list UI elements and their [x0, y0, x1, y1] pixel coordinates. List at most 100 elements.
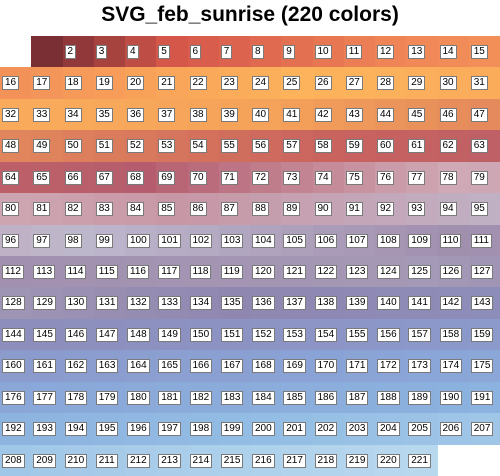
swatch-index-label: 53	[158, 139, 176, 154]
swatch-index-label: 217	[283, 453, 306, 468]
swatch-index-label: 166	[189, 359, 213, 374]
color-swatch: 193	[31, 413, 63, 446]
color-swatch: 102	[187, 224, 220, 257]
color-swatch: 122	[312, 256, 345, 288]
color-swatch: 58	[312, 130, 345, 163]
color-swatch: 152	[250, 318, 282, 351]
swatch-index-label: 85	[158, 202, 176, 217]
color-swatch: 51	[93, 130, 126, 163]
swatch-index-label: 34	[64, 107, 82, 122]
swatch-index-label: 145	[33, 327, 56, 342]
color-swatch: 4	[125, 36, 157, 68]
swatch-index-label: 88	[252, 202, 270, 217]
swatch-index-label: 19	[95, 76, 113, 91]
swatch-index-label: 153	[283, 327, 306, 342]
color-swatch: 103	[218, 224, 251, 257]
swatch-index-label: 10	[314, 44, 332, 59]
color-swatch: 34	[62, 98, 95, 131]
color-swatch: 164	[125, 350, 157, 383]
color-swatch: 86	[187, 193, 220, 226]
swatch-index-label: 181	[158, 390, 181, 405]
swatch-index-label: 213	[158, 453, 181, 468]
color-swatch: 107	[343, 224, 376, 257]
swatch-index-label: 102	[189, 233, 213, 248]
color-swatch: 101	[156, 224, 188, 257]
color-swatch: 46	[437, 98, 470, 131]
swatch-index-label: 218	[314, 453, 338, 468]
swatch-index-label: 197	[158, 422, 181, 437]
color-swatch: 141	[406, 287, 438, 320]
swatch-index-label: 119	[220, 264, 243, 279]
swatch-index-label: 95	[470, 202, 488, 217]
swatch-index-label: 86	[189, 202, 207, 217]
color-swatch: 62	[437, 130, 470, 163]
color-swatch: 192	[0, 413, 32, 446]
color-swatch: 11	[343, 36, 376, 68]
swatch-index-label: 122	[314, 264, 338, 279]
swatch-index-label: 77	[408, 170, 426, 185]
color-swatch: 99	[93, 224, 126, 257]
swatch-index-label: 52	[127, 139, 145, 154]
swatch-index-label: 201	[283, 422, 306, 437]
color-swatch: 42	[312, 98, 345, 131]
swatch-index-label: 68	[127, 170, 145, 185]
color-swatch: 148	[125, 318, 157, 351]
swatch-index-label: 67	[95, 170, 113, 185]
swatch-index-label: 165	[158, 359, 181, 374]
swatch-index-label: 66	[64, 170, 82, 185]
swatch-index-label: 50	[64, 139, 82, 154]
color-swatch: 199	[218, 413, 251, 446]
swatch-index-label: 36	[127, 107, 145, 122]
swatch-index-label: 72	[252, 170, 270, 185]
swatch-index-label: 202	[314, 422, 338, 437]
color-swatch: 55	[218, 130, 251, 163]
color-swatch: 65	[31, 161, 63, 194]
color-swatch: 175	[468, 350, 500, 383]
swatch-index-label: 120	[252, 264, 275, 279]
swatch-index-label: 94	[439, 202, 457, 217]
color-swatch: 94	[437, 193, 470, 226]
color-swatch: 155	[343, 318, 376, 351]
color-swatch: 189	[406, 381, 438, 414]
color-swatch: 33	[31, 98, 63, 131]
swatch-index-label: 168	[252, 359, 275, 374]
swatch-index-label: 80	[2, 202, 20, 217]
swatch-index-label: 61	[408, 139, 426, 154]
swatch-index-label: 198	[189, 422, 213, 437]
color-swatch: 209	[31, 444, 63, 476]
color-swatch: 52	[125, 130, 157, 163]
color-swatch: 210	[62, 444, 95, 476]
color-swatch: 194	[62, 413, 95, 446]
swatch-index-label: 142	[439, 296, 463, 311]
color-swatch: 172	[375, 350, 407, 383]
swatch-index-label: 189	[408, 390, 431, 405]
swatch-index-label: 160	[2, 359, 25, 374]
color-swatch: 71	[218, 161, 251, 194]
color-swatch: 156	[375, 318, 407, 351]
swatch-index-label: 29	[408, 76, 426, 91]
color-swatch: 136	[250, 287, 282, 320]
color-swatch: 26	[312, 67, 345, 100]
swatch-index-label: 33	[33, 107, 51, 122]
swatch-index-label: 147	[95, 327, 119, 342]
color-swatch: 178	[62, 381, 95, 414]
swatch-index-label: 75	[345, 170, 363, 185]
swatch-index-label: 57	[283, 139, 301, 154]
color-swatch: 15	[468, 36, 500, 68]
color-swatch: 159	[468, 318, 500, 351]
color-swatch: 216	[250, 444, 282, 476]
color-swatch: 180	[125, 381, 157, 414]
color-swatch: 203	[343, 413, 376, 446]
swatch-index-label: 156	[377, 327, 400, 342]
color-swatch: 44	[375, 98, 407, 131]
color-swatch: 132	[125, 287, 157, 320]
swatch-index-label: 63	[470, 139, 488, 154]
color-swatch: 117	[156, 256, 188, 288]
color-swatch: 41	[281, 98, 313, 131]
color-swatch: 119	[218, 256, 251, 288]
color-swatch: 32	[0, 98, 32, 131]
swatch-index-label: 4	[127, 44, 139, 59]
color-swatch: 173	[406, 350, 438, 383]
color-swatch: 183	[218, 381, 251, 414]
color-swatch: 134	[187, 287, 220, 320]
